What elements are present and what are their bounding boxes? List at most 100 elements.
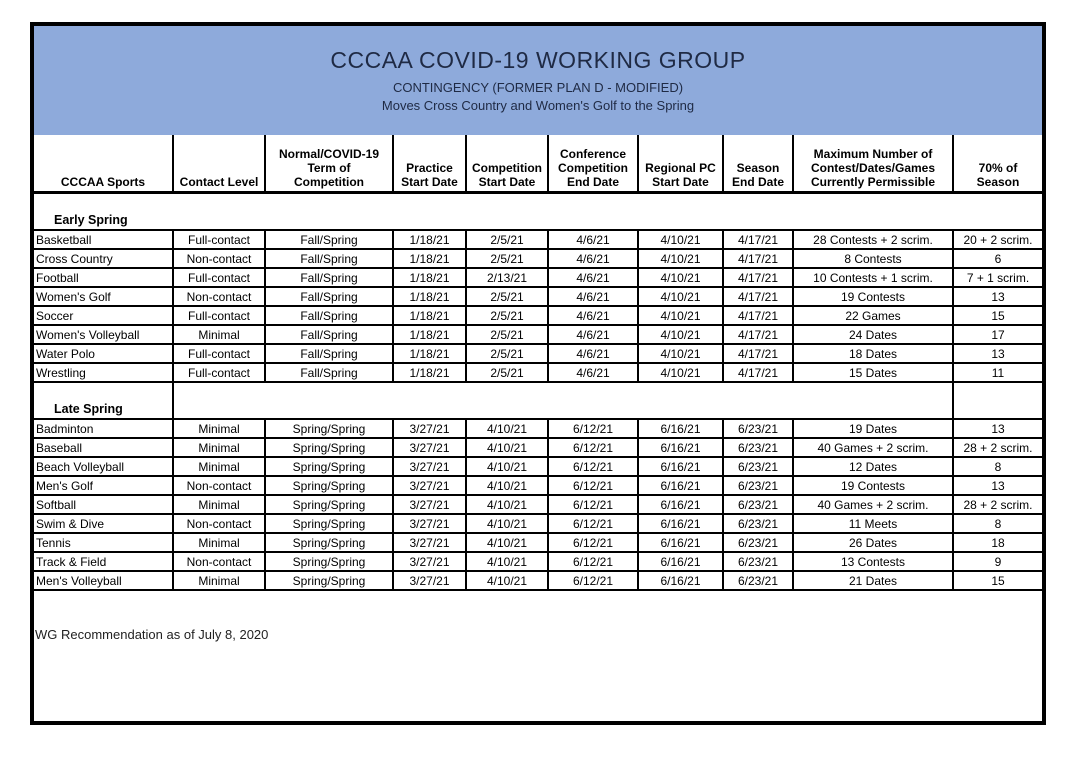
cell-term_of_competition: Spring/Spring	[264, 475, 394, 496]
table-header: CCCAA Sports Contact Level Normal/COVID-…	[34, 135, 1042, 194]
table-row: Football Full-contact Fall/Spring 1/18/21 2/…	[34, 267, 1042, 288]
cell-competition_start_date: 2/5/21	[465, 229, 549, 250]
cell-conference_competition_end_date: 6/12/21	[547, 418, 639, 439]
cell-contact_level: Minimal	[172, 494, 266, 515]
cell-practice_start_date: 3/27/21	[392, 456, 467, 477]
cell-competition_start_date: 4/10/21	[465, 551, 549, 572]
cell-competition_start_date: 4/10/21	[465, 494, 549, 515]
cell-term_of_competition: Spring/Spring	[264, 456, 394, 477]
cell-sport: Soccer	[34, 305, 174, 326]
cell-contact_level: Full-contact	[172, 267, 266, 288]
table-row: Badminton Minimal Spring/Spring 3/27/21 4/10…	[34, 418, 1042, 439]
cell-regional_pc_start_date: 6/16/21	[637, 418, 724, 439]
cell-sport: Badminton	[34, 418, 174, 439]
cell-practice_start_date: 3/27/21	[392, 475, 467, 496]
cell-practice_start_date: 3/27/21	[392, 494, 467, 515]
table-row: Tennis Minimal Spring/Spring 3/27/21 4/10/21…	[34, 532, 1042, 553]
cell-contact_level: Non-contact	[172, 513, 266, 534]
cell-sport: Women's Volleyball	[34, 324, 174, 345]
section-label-spacer	[952, 382, 1042, 419]
cell-regional_pc_start_date: 6/16/21	[637, 494, 724, 515]
cell-regional_pc_start_date: 4/10/21	[637, 267, 724, 288]
cell-season_end_date: 6/23/21	[722, 551, 794, 572]
cell-max_permissible: 10 Contests + 1 scrim.	[792, 267, 954, 288]
worksheet-frame: CCCAA COVID-19 WORKING GROUP CONTINGENCY…	[30, 22, 1046, 725]
cell-regional_pc_start_date: 6/16/21	[637, 513, 724, 534]
cell-sport: Beach Volleyball	[34, 456, 174, 477]
cell-seventy_pct_of_season: 28 + 2 scrim.	[952, 494, 1042, 515]
cell-conference_competition_end_date: 6/12/21	[547, 532, 639, 553]
cell-max_permissible: 24 Dates	[792, 324, 954, 345]
cell-conference_competition_end_date: 6/12/21	[547, 570, 639, 591]
cell-seventy_pct_of_season: 13	[952, 418, 1042, 439]
cell-season_end_date: 4/17/21	[722, 343, 794, 364]
cell-max_permissible: 19 Contests	[792, 286, 954, 307]
cell-competition_start_date: 2/5/21	[465, 324, 549, 345]
cell-practice_start_date: 3/27/21	[392, 437, 467, 458]
cell-sport: Softball	[34, 494, 174, 515]
col-header-term: Normal/COVID-19 Term of Competition	[264, 135, 394, 194]
cell-conference_competition_end_date: 6/12/21	[547, 494, 639, 515]
cell-max_permissible: 19 Contests	[792, 475, 954, 496]
cell-term_of_competition: Spring/Spring	[264, 494, 394, 515]
cell-seventy_pct_of_season: 8	[952, 513, 1042, 534]
cell-sport: Swim & Dive	[34, 513, 174, 534]
cell-term_of_competition: Fall/Spring	[264, 248, 394, 269]
table-row: Men's Volleyball Minimal Spring/Spring 3/27…	[34, 570, 1042, 591]
cell-regional_pc_start_date: 4/10/21	[637, 324, 724, 345]
cell-regional_pc_start_date: 6/16/21	[637, 437, 724, 458]
table-row: Cross Country Non-contact Fall/Spring 1/18/…	[34, 248, 1042, 269]
table-row: Wrestling Full-contact Fall/Spring 1/18/21 2…	[34, 362, 1042, 383]
cell-regional_pc_start_date: 6/16/21	[637, 475, 724, 496]
cell-seventy_pct_of_season: 15	[952, 305, 1042, 326]
cell-sport: Men's Golf	[34, 475, 174, 496]
cell-term_of_competition: Fall/Spring	[264, 267, 394, 288]
section-label-spacer	[173, 382, 953, 419]
cell-sport: Baseball	[34, 437, 174, 458]
cell-term_of_competition: Spring/Spring	[264, 551, 394, 572]
cell-conference_competition_end_date: 6/12/21	[547, 475, 639, 496]
cell-practice_start_date: 1/18/21	[392, 324, 467, 345]
cell-contact_level: Minimal	[172, 437, 266, 458]
cell-seventy_pct_of_season: 7 + 1 scrim.	[952, 267, 1042, 288]
schedule-table: CCCAA Sports Contact Level Normal/COVID-…	[34, 135, 1042, 591]
cell-max_permissible: 28 Contests + 2 scrim.	[792, 229, 954, 250]
cell-competition_start_date: 4/10/21	[465, 437, 549, 458]
cell-regional_pc_start_date: 4/10/21	[637, 305, 724, 326]
cell-contact_level: Minimal	[172, 570, 266, 591]
cell-competition_start_date: 4/10/21	[465, 532, 549, 553]
cell-conference_competition_end_date: 4/6/21	[547, 248, 639, 269]
cell-seventy_pct_of_season: 15	[952, 570, 1042, 591]
cell-conference_competition_end_date: 4/6/21	[547, 286, 639, 307]
table-row: Women's Golf Non-contact Fall/Spring 1/18/2…	[34, 286, 1042, 307]
table-row: Soccer Full-contact Fall/Spring 1/18/21 2/5/…	[34, 305, 1042, 326]
cell-competition_start_date: 4/10/21	[465, 456, 549, 477]
cell-term_of_competition: Spring/Spring	[264, 437, 394, 458]
cell-max_permissible: 12 Dates	[792, 456, 954, 477]
cell-conference_competition_end_date: 6/12/21	[547, 456, 639, 477]
cell-regional_pc_start_date: 6/16/21	[637, 456, 724, 477]
cell-competition_start_date: 2/5/21	[465, 305, 549, 326]
cell-sport: Wrestling	[34, 362, 174, 383]
cell-conference_competition_end_date: 6/12/21	[547, 513, 639, 534]
section-label-row: Early Spring	[34, 193, 1042, 231]
cell-conference_competition_end_date: 6/12/21	[547, 437, 639, 458]
cell-regional_pc_start_date: 4/10/21	[637, 286, 724, 307]
cell-practice_start_date: 3/27/21	[392, 551, 467, 572]
cell-contact_level: Full-contact	[172, 362, 266, 383]
cell-competition_start_date: 4/10/21	[465, 570, 549, 591]
cell-competition_start_date: 4/10/21	[465, 418, 549, 439]
cell-max_permissible: 13 Contests	[792, 551, 954, 572]
cell-season_end_date: 6/23/21	[722, 437, 794, 458]
cell-contact_level: Non-contact	[172, 551, 266, 572]
section-label: Early Spring	[54, 213, 128, 227]
col-header-70pct-season: 70% of Season	[952, 135, 1042, 194]
cell-sport: Men's Volleyball	[34, 570, 174, 591]
cell-season_end_date: 4/17/21	[722, 305, 794, 326]
cell-term_of_competition: Spring/Spring	[264, 532, 394, 553]
cell-seventy_pct_of_season: 20 + 2 scrim.	[952, 229, 1042, 250]
document-subtitle: CONTINGENCY (FORMER PLAN D - MODIFIED)	[392, 80, 684, 95]
cell-season_end_date: 6/23/21	[722, 532, 794, 553]
cell-contact_level: Full-contact	[172, 343, 266, 364]
cell-season_end_date: 6/23/21	[722, 475, 794, 496]
